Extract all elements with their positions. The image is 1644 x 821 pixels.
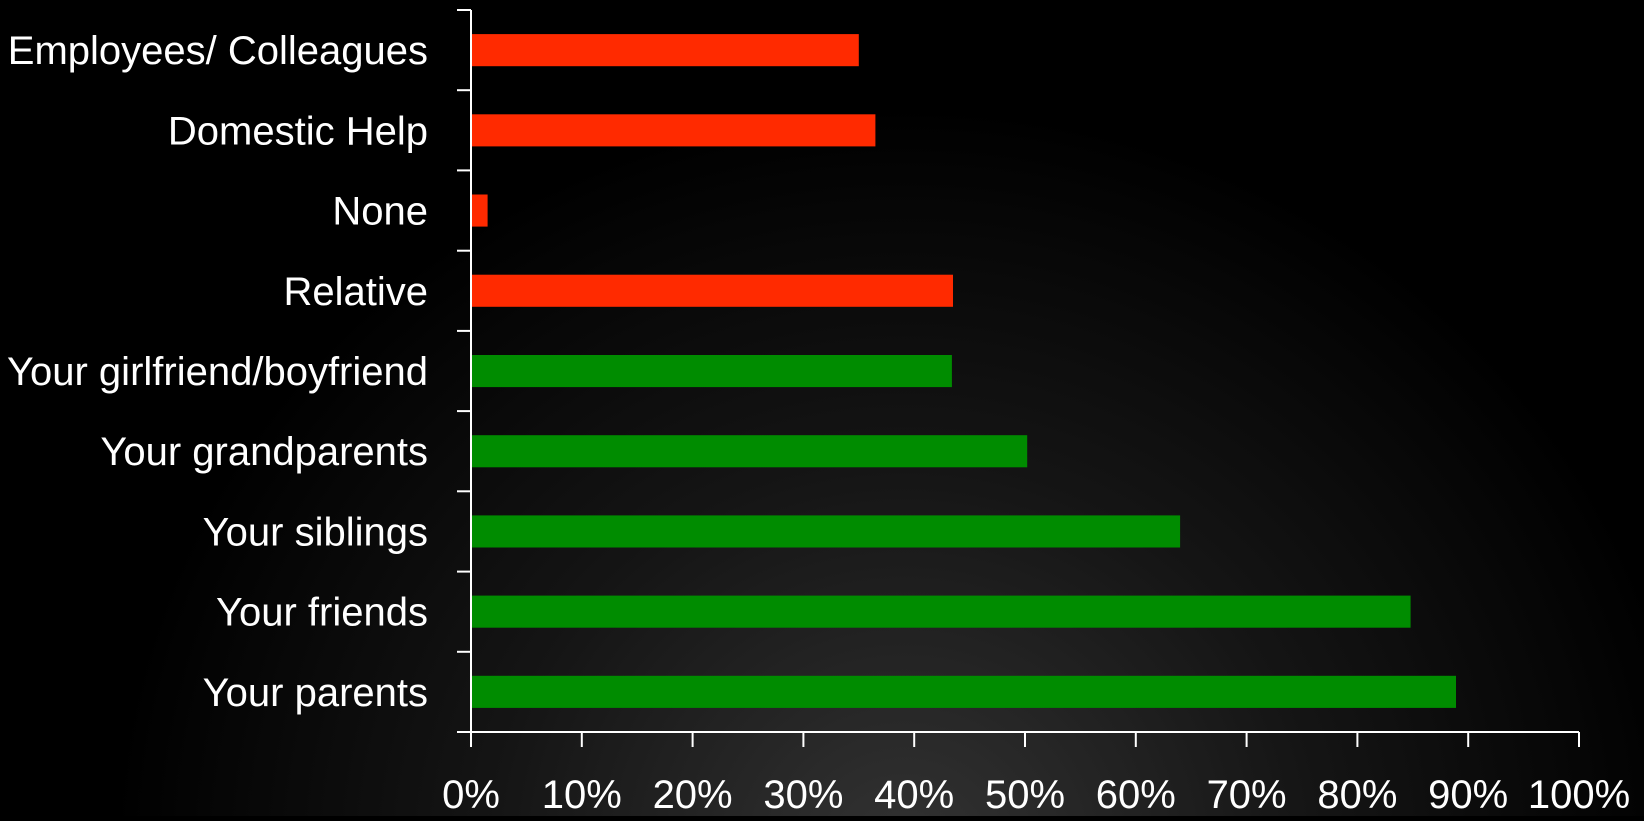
category-label: Your parents [203,671,428,715]
bar-relative [471,274,953,307]
x-tick-label: 20% [653,773,733,816]
x-tick-label: 10% [542,773,622,816]
x-tick-labels: 0% 10% 20% 30% 40% 50% 60% 70% 80% 90% 100% [442,773,1630,817]
x-tick-label: 100% [1528,773,1630,816]
category-label: Your grandparents [100,430,428,474]
bar-your-parents [471,675,1456,708]
category-label: Employees/ Colleagues [8,29,428,73]
category-label: Your friends [216,591,428,635]
bars [471,34,1456,708]
x-tick-label: 80% [1317,773,1397,816]
axes [457,9,1580,747]
category-label: Relative [283,270,428,314]
x-tick-label: 60% [1096,773,1176,816]
x-tick-label: 50% [985,773,1065,816]
category-label: Your siblings [203,510,428,554]
category-label: Your girlfriend/boyfriend [7,350,428,394]
bar-domestic-help [471,114,876,147]
x-tick-label: 30% [763,773,843,816]
bar-employees-colleagues [471,34,859,67]
x-tick-label: 90% [1428,773,1508,816]
x-tick-label: 70% [1207,773,1287,816]
category-label: None [332,190,428,234]
bar-none [471,194,488,227]
x-tick-label: 40% [874,773,954,816]
category-label: Domestic Help [168,109,428,153]
bar-your-siblings [471,515,1181,548]
bar-your-grandparents [471,435,1028,468]
bar-your-girlfriend-boyfriend [471,355,952,388]
category-labels: Employees/ Colleagues Domestic Help None Re… [7,29,428,715]
x-tick-label: 0% [442,773,500,816]
bar-your-friends [471,595,1411,628]
